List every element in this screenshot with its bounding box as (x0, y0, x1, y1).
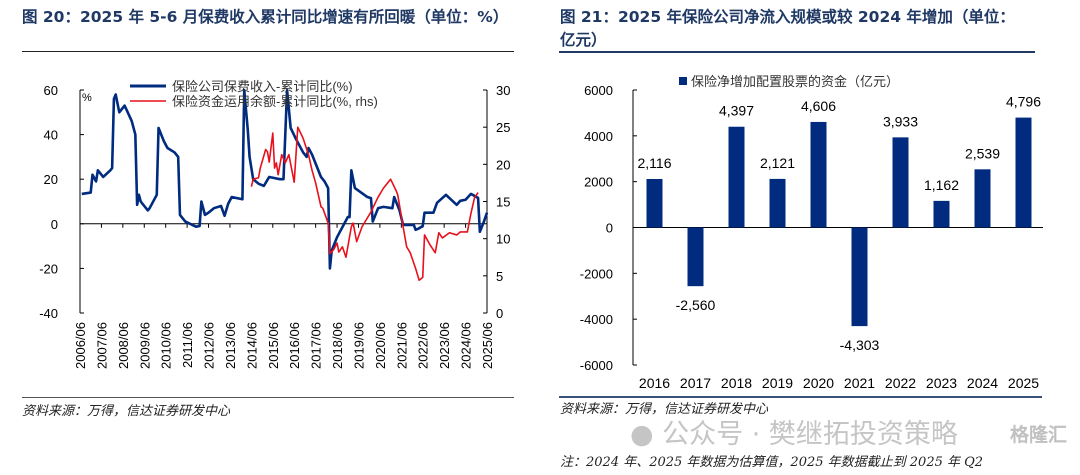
right-title-rule (559, 51, 1035, 53)
x-tick-label: 2023/06 (437, 322, 452, 369)
bar-y-tick-label: -6000 (580, 358, 613, 373)
bar-legend-label: 保险净增加配置股票的资金（亿元） (691, 74, 899, 89)
right-note: 注：2024 年、2025 年数据为估算值，2025 年数据截止到 2025 年… (560, 455, 984, 470)
right-bottom-rule (559, 396, 1042, 398)
bar-value-label: 2,116 (638, 155, 672, 171)
x-tick-label: 2010/06 (159, 322, 174, 369)
bar-2025 (1015, 117, 1032, 228)
bar-category-label: 2024 (967, 375, 998, 391)
x-tick-label: 2007/06 (94, 322, 109, 369)
x-tick-label: 2025/06 (480, 322, 495, 369)
x-tick-label: 2006/06 (73, 322, 88, 369)
bar-category-label: 2017 (680, 375, 711, 391)
bar-y-tick-label: 2000 (584, 175, 613, 190)
left-y-tick-label: 60 (44, 83, 58, 98)
left-y-tick-label: 20 (44, 172, 58, 187)
right-y-tick-label: 0 (496, 306, 503, 321)
bar-category-label: 2025 (1008, 375, 1039, 391)
series-line-1 (81, 88, 489, 270)
bar-2021 (851, 227, 868, 327)
bar-value-label: 4,397 (719, 103, 754, 119)
x-tick-label: 2016/06 (287, 322, 302, 369)
right-chart-title-line1: 图 21：2025 年保险公司净流入规模或较 2024 年增加（单位： (560, 8, 1015, 26)
left-y-tick-label: 40 (44, 128, 58, 143)
x-tick-label: 2011/06 (180, 322, 195, 368)
x-tick-label: 2020/06 (373, 322, 388, 369)
bar-2017 (687, 227, 704, 287)
x-tick-label: 2012/06 (202, 322, 217, 369)
left-y-tick-label: -20 (39, 261, 58, 276)
bar-category-label: 2021 (844, 375, 875, 391)
left-y-tick-label: -40 (39, 306, 58, 321)
x-tick-label: 2017/06 (309, 322, 324, 369)
bar-value-label: 2,539 (965, 145, 1000, 161)
legend-label-2: 保险资金运用余额-累计同比(%, rhs) (172, 94, 378, 109)
bar-2023 (933, 200, 950, 228)
bar-y-tick-label: 0 (606, 221, 613, 236)
x-tick-label: 2015/06 (266, 322, 281, 369)
right-y-tick-label: 10 (496, 232, 510, 247)
right-source: 资料来源：万得，信达证券研发中心 (560, 402, 769, 417)
left-chart-title: 图 20：2025 年 5-6 月保费收入累计同比增速有所回暖（单位：%） (22, 8, 509, 26)
bar-y-tick-label: 4000 (584, 129, 613, 144)
bar-2019 (769, 178, 786, 228)
watermark-text: 公众号 · 樊继拓投资策略 (662, 419, 958, 450)
x-tick-label: 2018/06 (330, 322, 345, 369)
bar-value-label: 1,162 (924, 177, 959, 193)
bar-value-label: -4,303 (840, 337, 880, 353)
x-tick-label: 2022/06 (416, 322, 431, 369)
bar-category-label: 2016 (639, 375, 670, 391)
right-y-tick-label: 20 (496, 157, 510, 172)
legend-label-1: 保险公司保费收入-累计同比(%) (172, 79, 353, 94)
bar-value-label: 4,606 (801, 98, 836, 114)
brand-logo: 格隆汇 (1010, 424, 1068, 446)
bar-value-label: 2,121 (760, 155, 795, 171)
bar-2016 (646, 179, 663, 228)
bar-category-label: 2020 (803, 375, 834, 391)
bar-category-label: 2019 (762, 375, 793, 391)
x-tick-label: 2021/06 (394, 322, 409, 369)
bar-2024 (974, 169, 991, 228)
right-chart-title-line2: 亿元） (560, 31, 607, 49)
x-tick-label: 2008/06 (116, 322, 131, 369)
left-title-rule (22, 51, 514, 52)
bar-2022 (892, 137, 909, 228)
y-unit-label: % (82, 92, 92, 104)
x-tick-label: 2019/06 (351, 322, 366, 369)
bar-y-tick-label: -2000 (580, 266, 613, 281)
bar-2020 (810, 121, 827, 228)
x-tick-label: 2024/06 (459, 322, 474, 369)
bar-category-label: 2022 (885, 375, 916, 391)
left-source: 资料来源：万得，信达证券研发中心 (22, 404, 231, 419)
watermark: ● 公众号 · 樊继拓投资策略 (630, 419, 958, 450)
bar-value-label: 3,933 (883, 113, 918, 129)
bar-2018 (728, 126, 745, 228)
x-tick-label: 2013/06 (223, 322, 238, 369)
bar-category-label: 2023 (926, 375, 957, 391)
wechat-icon: ● (630, 419, 654, 450)
bar-y-tick-label: 6000 (584, 83, 613, 98)
right-y-tick-label: 30 (496, 83, 510, 98)
x-tick-label: 2014/06 (244, 322, 259, 369)
left-bottom-rule (22, 397, 514, 398)
right-y-tick-label: 25 (496, 120, 510, 135)
left-y-tick-label: 0 (51, 217, 58, 232)
series-line-2 (250, 126, 479, 282)
right-y-tick-label: 15 (496, 195, 510, 210)
bar-legend-swatch (679, 77, 687, 85)
bar-category-label: 2018 (721, 375, 752, 391)
right-y-tick-label: 5 (496, 269, 503, 284)
bar-y-tick-label: -4000 (580, 312, 613, 327)
x-tick-label: 2009/06 (137, 322, 152, 369)
bar-value-label: 4,796 (1006, 94, 1041, 110)
bar-value-label: -2,560 (676, 297, 716, 313)
